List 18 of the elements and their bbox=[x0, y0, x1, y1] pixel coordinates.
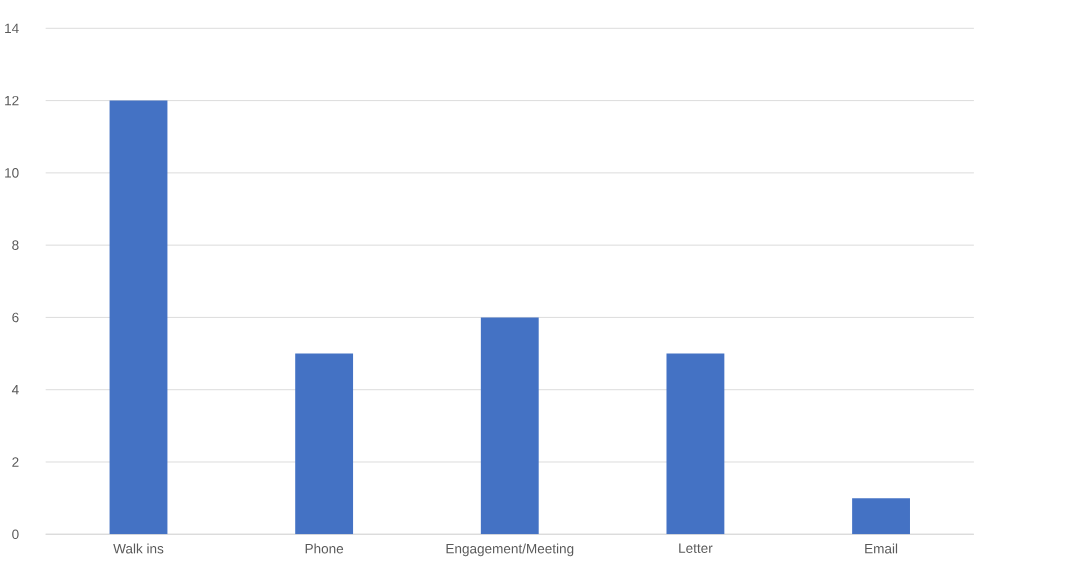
bar bbox=[852, 498, 910, 535]
bar bbox=[295, 353, 354, 535]
y-tick-label: 12 bbox=[5, 95, 19, 106]
y-tick-label: 4 bbox=[11, 385, 19, 395]
y-tick-label: 6 bbox=[12, 312, 19, 323]
bar bbox=[666, 353, 725, 535]
x-tick-label: Letter bbox=[679, 543, 713, 554]
y-tick-label: 0 bbox=[12, 529, 19, 540]
x-tick-label: Engagement/Meeting bbox=[446, 543, 574, 557]
y-tick-label: 2 bbox=[12, 457, 19, 467]
x-tick-label: Walk ins bbox=[113, 543, 164, 554]
y-tick-label: 10 bbox=[5, 168, 19, 178]
x-tick-label: Email bbox=[865, 543, 898, 554]
bar bbox=[480, 317, 539, 535]
y-tick-label: 14 bbox=[5, 23, 19, 33]
y-tick-label: 8 bbox=[12, 240, 19, 250]
x-tick-label: Phone bbox=[305, 543, 344, 554]
bar bbox=[109, 100, 168, 535]
